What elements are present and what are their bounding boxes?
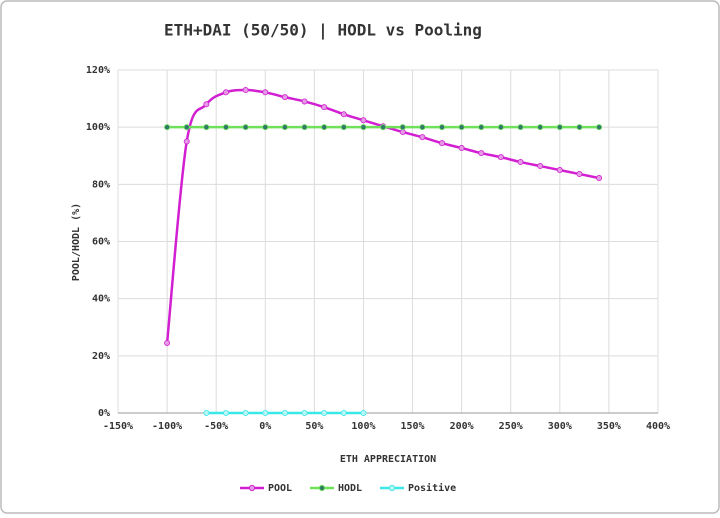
point: [478, 124, 485, 131]
point: [222, 124, 229, 131]
point: [438, 140, 445, 147]
legend-marker: [318, 484, 326, 492]
point: [321, 104, 328, 111]
x-tick-label: 250%: [499, 421, 523, 432]
y-tick-label: 40%: [92, 294, 110, 305]
point: [517, 159, 524, 166]
point: [537, 124, 544, 131]
x-tick-label: 50%: [305, 421, 323, 432]
point: [242, 124, 249, 131]
point: [301, 124, 308, 131]
point: [301, 409, 308, 416]
x-tick-label: 300%: [548, 421, 572, 432]
point: [576, 171, 583, 178]
point: [596, 124, 603, 131]
point: [360, 124, 367, 131]
point: [262, 89, 269, 96]
x-tick-label: 0%: [259, 421, 271, 432]
x-tick-label: -150%: [103, 421, 133, 432]
point: [301, 98, 308, 105]
y-tick-label: 80%: [92, 179, 110, 190]
point: [576, 124, 583, 131]
point: [222, 409, 229, 416]
point: [262, 409, 269, 416]
point: [321, 409, 328, 416]
point: [458, 124, 465, 131]
y-axis-label: POOL/HODL (%): [71, 203, 82, 281]
point: [321, 124, 328, 131]
point: [458, 145, 465, 152]
point: [497, 124, 504, 131]
x-tick-label: 400%: [646, 421, 670, 432]
point: [164, 339, 171, 346]
point: [596, 175, 603, 182]
legend-label: Positive: [408, 482, 456, 494]
legend-marker: [248, 484, 256, 492]
x-tick-label: 150%: [400, 421, 424, 432]
y-tick-label: 20%: [92, 351, 110, 362]
legend-label: HODL: [338, 483, 362, 494]
x-tick-label: 350%: [597, 421, 621, 432]
point: [281, 409, 288, 416]
point: [340, 111, 347, 118]
x-tick-label: 100%: [351, 421, 375, 432]
legend-label: POOL: [268, 483, 292, 494]
legend-marker: [388, 484, 396, 492]
point: [340, 409, 347, 416]
y-tick-label: 120%: [86, 65, 110, 76]
x-axis-label: ETH APPRECIATION: [340, 454, 436, 465]
legend-item: HODL: [310, 483, 362, 494]
legend-item: Positive: [380, 482, 456, 494]
point: [360, 409, 367, 416]
x-tick-label: 200%: [450, 421, 474, 432]
point: [517, 124, 524, 131]
point: [419, 134, 426, 141]
y-tick-label: 0%: [98, 408, 110, 419]
chart-title: ETH+DAI (50/50) | HODL vs Pooling: [164, 21, 482, 41]
y-tick-label: 100%: [86, 122, 110, 133]
point: [262, 124, 269, 131]
point: [497, 154, 504, 161]
point: [556, 124, 563, 131]
x-tick-label: -50%: [204, 421, 228, 432]
point: [183, 124, 190, 131]
point: [222, 89, 229, 96]
point: [203, 409, 210, 416]
point: [203, 101, 210, 108]
point: [556, 167, 563, 174]
legend-item: POOL: [240, 483, 292, 494]
point: [340, 124, 347, 131]
y-tick-label: 60%: [92, 237, 110, 248]
point: [281, 124, 288, 131]
point: [164, 124, 171, 131]
point: [242, 87, 249, 94]
point: [399, 124, 406, 131]
point: [242, 409, 249, 416]
point: [419, 124, 426, 131]
point: [183, 138, 190, 145]
point: [203, 124, 210, 131]
point: [281, 94, 288, 101]
point: [438, 124, 445, 131]
point: [399, 129, 406, 136]
point: [478, 150, 485, 157]
point: [380, 124, 387, 131]
point: [360, 117, 367, 124]
x-tick-label: -100%: [152, 421, 182, 432]
point: [537, 163, 544, 170]
